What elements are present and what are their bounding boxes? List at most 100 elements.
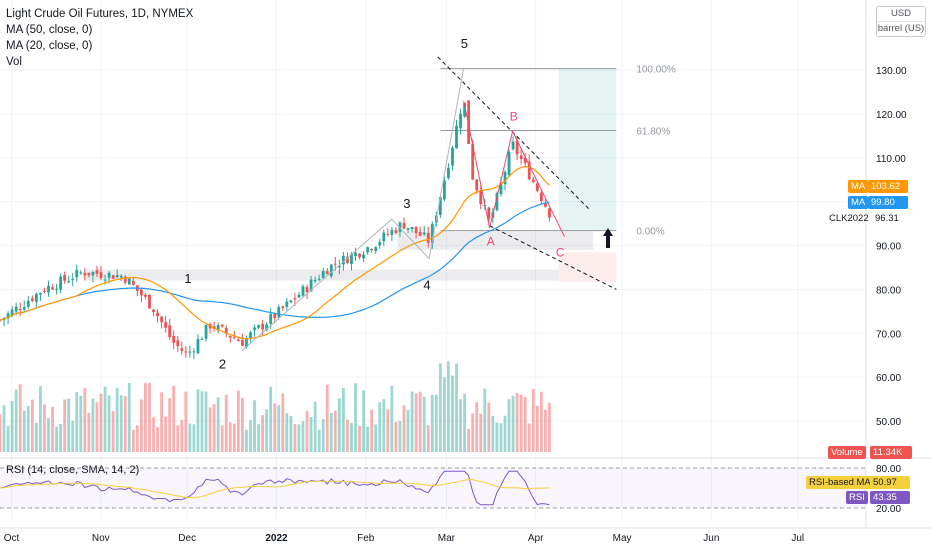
currency-unit-selector[interactable]: USD barrel (US) [876, 6, 926, 37]
candle-body [261, 323, 264, 330]
volume-bar [144, 383, 147, 452]
candle-body [47, 285, 50, 293]
volume-bar [212, 404, 216, 452]
candle-body [443, 180, 446, 200]
volume-bar [467, 428, 471, 452]
candle-body [228, 335, 232, 338]
volume-bar [519, 394, 523, 452]
volume-bar [14, 389, 18, 452]
volume-bar [71, 420, 75, 452]
volume-bar [483, 388, 487, 452]
volume-bar [131, 429, 135, 452]
volume-bar [2, 405, 6, 452]
volume-bar [75, 392, 79, 452]
supply-zone [83, 269, 559, 281]
price-tick-label: 90.00 [876, 242, 901, 253]
volume-bar [422, 396, 426, 452]
candle-body [188, 351, 192, 353]
candle-body [329, 264, 333, 277]
ma20-line [0, 165, 550, 340]
candle-body [507, 151, 511, 175]
volume-bar [406, 410, 410, 452]
candle-body [313, 279, 317, 282]
currency-label[interactable]: USD [877, 7, 925, 22]
symbol-title[interactable]: Light Crude Oil Futures, 1D, NYMEX [6, 8, 194, 20]
candle-body [245, 337, 248, 348]
volume-bar [55, 426, 58, 452]
candle-body [438, 197, 442, 215]
time-tick-label: Dec [178, 533, 196, 544]
candle-body [59, 276, 62, 290]
volume-bar [402, 405, 406, 452]
volume-bar [34, 422, 38, 452]
time-tick-label: Jun [703, 533, 719, 544]
volume-bar [220, 425, 224, 452]
time-tick-label: Mar [438, 533, 456, 544]
volume-bar [245, 429, 248, 452]
rsi-ma-tag-value: 50.97 [870, 476, 910, 489]
volume-bar [479, 413, 483, 452]
volume-bar [0, 414, 2, 452]
rsi-band [0, 468, 866, 508]
candle-body [539, 192, 543, 202]
volume-bar [103, 386, 107, 452]
price-tick-label: 120.00 [876, 110, 907, 121]
volume-bar [127, 383, 131, 452]
volume-bar [204, 391, 208, 452]
volume-tag-value: 11.34K [870, 446, 912, 459]
candle-body [475, 179, 479, 191]
rsi-legend[interactable]: RSI (14, close, SMA, 14, 2) [6, 464, 140, 476]
candle-body [152, 309, 155, 313]
volume-bar [495, 422, 499, 452]
volume-bar [313, 401, 317, 452]
candle-body [6, 313, 10, 319]
volume-bar [160, 392, 163, 452]
volume-bar [378, 402, 382, 452]
candle-body [487, 207, 491, 220]
volume-bar [329, 412, 333, 452]
candle-body [241, 339, 244, 346]
rsi-tick-label: 20.00 [876, 504, 901, 515]
unit-label[interactable]: barrel (US) [877, 23, 925, 34]
last-price-tag: 96.31 [875, 213, 899, 224]
volume-legend[interactable]: Vol [6, 56, 22, 68]
volume-bar [350, 423, 353, 452]
candle-body [144, 294, 147, 297]
volume-bar [414, 393, 418, 452]
candle-body [176, 340, 180, 347]
candle-body [394, 230, 398, 234]
wave-label: 3 [403, 196, 410, 211]
volume-tag-label: Volume [828, 446, 866, 459]
ma50-legend[interactable]: MA (50, close, 0) [6, 24, 93, 36]
candle-body [180, 348, 184, 351]
volume-bar [228, 422, 232, 452]
candle-body [123, 276, 127, 283]
volume-bar [544, 409, 547, 452]
time-tick-label: Apr [528, 533, 544, 544]
volume-bar [366, 426, 370, 452]
volume-bar [539, 391, 543, 452]
candle-body [337, 265, 341, 268]
candle-body [422, 232, 426, 235]
rsi-ma-tag-label: RSI-based MA [806, 476, 874, 489]
volume-bar [18, 384, 22, 452]
volume-bar [317, 429, 321, 452]
candle-body [390, 230, 394, 235]
volume-bar [232, 423, 236, 452]
candle-body [350, 254, 353, 264]
volume-bar [224, 394, 228, 452]
candle-body [99, 272, 103, 279]
volume-bar [253, 400, 256, 452]
volume-bar [531, 388, 535, 452]
volume-bar [43, 404, 46, 452]
volume-bar [523, 396, 527, 452]
volume-bar [418, 391, 422, 452]
rsi-tag-label: RSI [846, 491, 868, 504]
candle-body [410, 227, 414, 229]
ma50-tag-label: MA [848, 196, 869, 209]
volume-bar [265, 409, 269, 452]
ma20-legend[interactable]: MA (20, close, 0) [6, 40, 93, 52]
rsi-tick-label: 80.00 [876, 464, 901, 475]
volume-bar [487, 402, 491, 452]
